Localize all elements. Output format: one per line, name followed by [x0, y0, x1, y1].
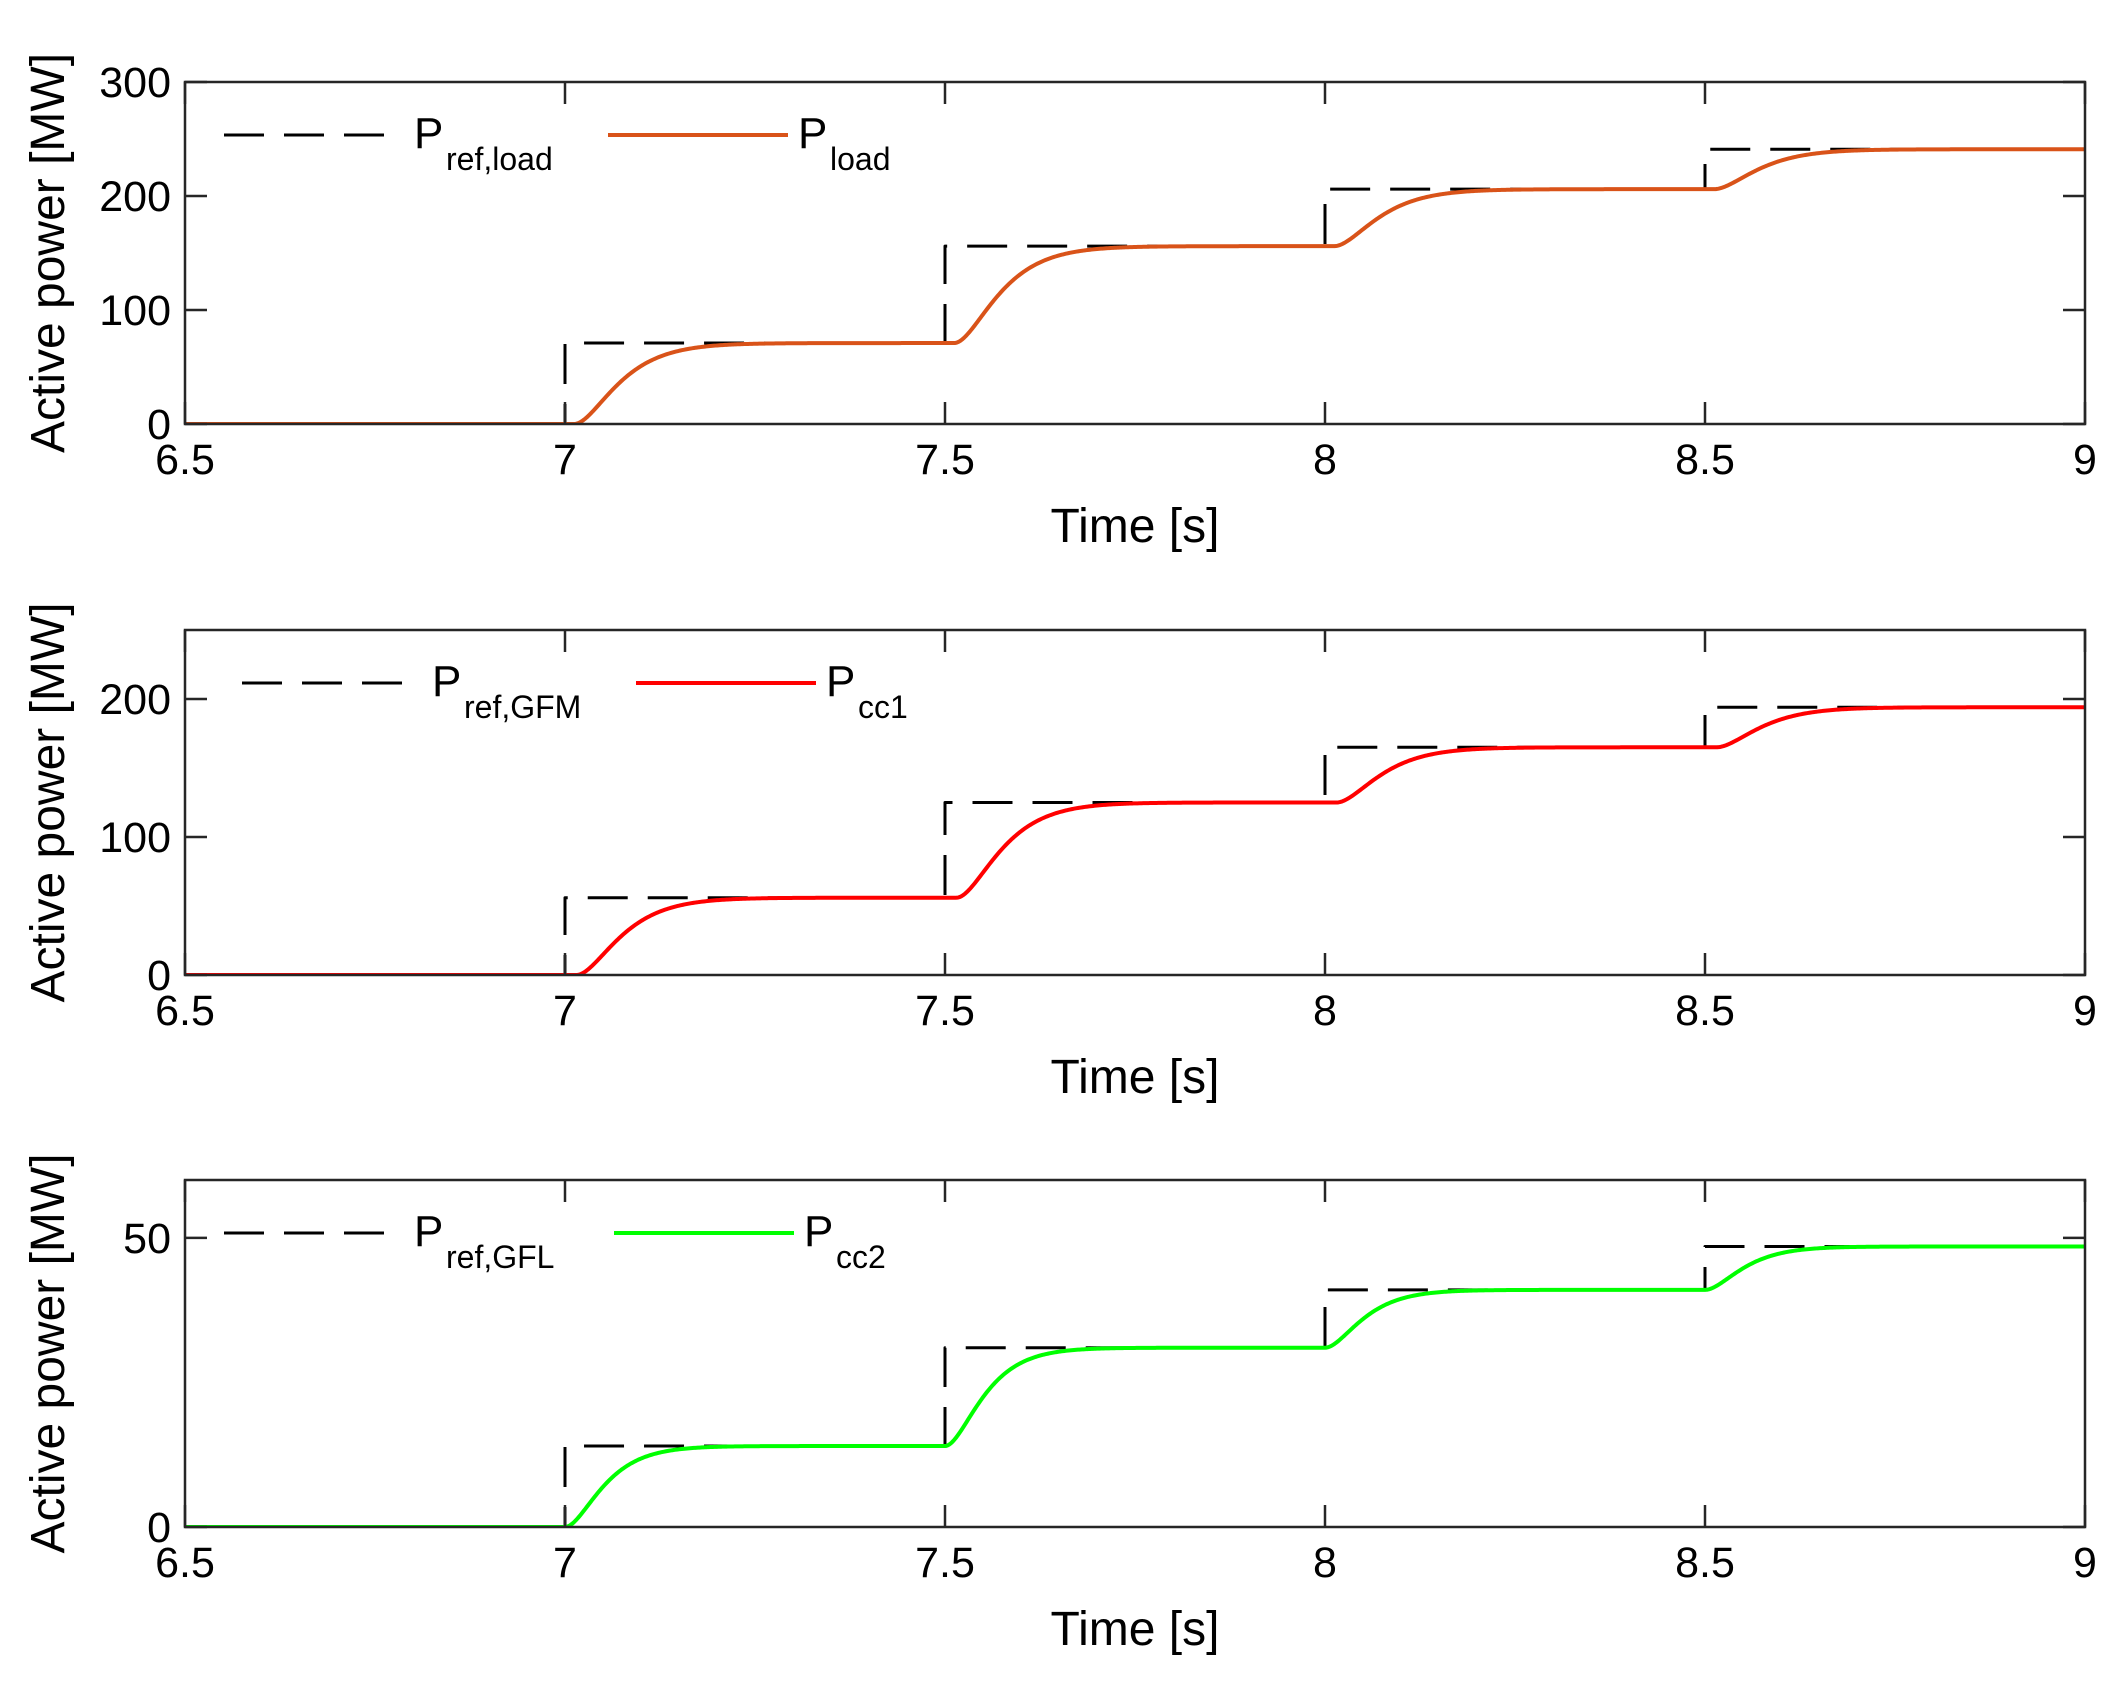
y-tick-label: 0 — [147, 952, 171, 1000]
x-tick-label: 6.5 — [155, 1539, 215, 1587]
y-tick-label: 0 — [147, 1504, 171, 1552]
y-tick-label: 200 — [99, 173, 171, 221]
chart-panel-1: 6.5 7 7.5 8 8.5 9 0 100 200 300 Time [s] Active pow… — [22, 53, 2097, 553]
y-axis-label: Active power [MW] — [22, 1153, 75, 1553]
x-tick-label: 8 — [1313, 436, 1337, 484]
x-tick-label: 7.5 — [915, 1539, 975, 1587]
x-tick-label: 7 — [553, 436, 577, 484]
x-tick-label: 9 — [2073, 987, 2097, 1035]
axes-box — [183, 80, 2087, 426]
axes-box — [183, 1178, 2087, 1529]
x-tick-label: 8.5 — [1675, 436, 1735, 484]
chart-panel-3: 6.5 7 7.5 8 8.5 9 0 50 Time [s] Active power [MW]… — [22, 1153, 2097, 1656]
y-axis-label: Active power [MW] — [22, 602, 75, 1002]
series-line-p-cc1 — [185, 705, 2085, 975]
x-tick-label: 9 — [2073, 436, 2097, 484]
y-tick-label: 100 — [99, 287, 171, 335]
legend-label-subscript: ref,GFM — [464, 689, 581, 725]
series-line-p-ref-load — [185, 147, 2085, 424]
y-axis-label: Active power [MW] — [22, 53, 75, 453]
y-tick-label: 0 — [147, 401, 171, 449]
series-line-p-ref-gfl — [185, 1245, 2085, 1527]
y-tick-label: 50 — [123, 1215, 171, 1263]
x-tick-label: 8 — [1313, 1539, 1337, 1587]
legend-label: P — [432, 657, 461, 706]
x-axis-label: Time [s] — [1051, 1603, 1220, 1656]
legend-label-subscript: cc1 — [858, 689, 908, 725]
legend-label-subscript: ref,GFL — [446, 1239, 554, 1275]
x-axis-label: Time [s] — [1051, 1051, 1220, 1104]
series-line-p-ref-gfm — [185, 705, 2085, 975]
axes-box — [183, 628, 2087, 977]
plot-area — [185, 705, 2085, 975]
legend-label: P — [414, 1207, 443, 1256]
x-axis-label: Time [s] — [1051, 500, 1220, 553]
x-tick-label: 6.5 — [155, 987, 215, 1035]
legend-label-subscript: load — [830, 141, 891, 177]
x-tick-label: 7.5 — [915, 987, 975, 1035]
y-tick-label: 200 — [99, 676, 171, 724]
x-tick-label: 7 — [553, 987, 577, 1035]
series-line-p-cc2 — [185, 1244, 2085, 1527]
legend-label: P — [804, 1207, 833, 1256]
plot-area — [185, 147, 2085, 424]
legend-label: P — [798, 109, 827, 158]
legend-label: P — [414, 109, 443, 158]
legend-label-subscript: ref,load — [446, 141, 553, 177]
x-tick-label: 7 — [553, 1539, 577, 1587]
x-tick-label: 8.5 — [1675, 987, 1735, 1035]
chart-panels: 6.5 7 7.5 8 8.5 9 0 100 200 300 Time [s] Active pow… — [22, 53, 2097, 1656]
y-tick-label: 300 — [99, 59, 171, 107]
chart-panel-2: 6.5 7 7.5 8 8.5 9 0 100 200 Time [s] Active power … — [22, 602, 2097, 1104]
x-tick-label: 8 — [1313, 987, 1337, 1035]
plot-area — [185, 1244, 2085, 1527]
legend-label-subscript: cc2 — [836, 1239, 886, 1275]
x-tick-label: 9 — [2073, 1539, 2097, 1587]
y-tick-label: 100 — [99, 814, 171, 862]
legend-label: P — [826, 657, 855, 706]
x-tick-label: 8.5 — [1675, 1539, 1735, 1587]
x-tick-label: 7.5 — [915, 436, 975, 484]
x-tick-label: 6.5 — [155, 436, 215, 484]
series-line-p-load — [185, 147, 2085, 424]
